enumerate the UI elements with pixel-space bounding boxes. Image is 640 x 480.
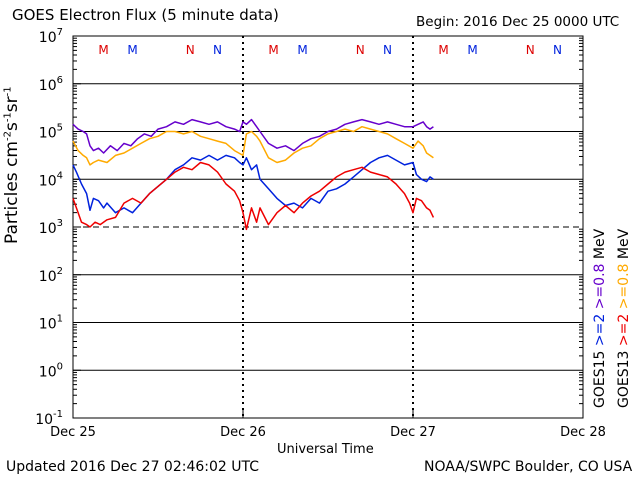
x-tick-label: Dec 26 bbox=[220, 425, 266, 440]
mn-marker: N bbox=[213, 43, 222, 57]
y-tick-label: 106 bbox=[39, 75, 63, 94]
x-axis-title: Universal Time bbox=[277, 442, 374, 457]
mn-marker: N bbox=[553, 43, 562, 57]
y-tick-label: 105 bbox=[39, 123, 63, 142]
y-tick-label: 101 bbox=[39, 314, 63, 333]
y-tick-label: 102 bbox=[39, 266, 63, 285]
series-line-3 bbox=[72, 161, 435, 231]
series-line-1 bbox=[72, 125, 434, 166]
y-axis-title: Particles cm-2s-1sr-1 bbox=[2, 86, 22, 244]
y-tick-label: 107 bbox=[39, 27, 63, 46]
y-tick-label: 104 bbox=[39, 170, 63, 189]
chart-title: GOES Electron Flux (5 minute data) bbox=[12, 6, 279, 24]
mn-marker: N bbox=[356, 43, 365, 57]
y-tick-label: 10-1 bbox=[35, 409, 63, 428]
series-line-0 bbox=[72, 118, 434, 154]
mn-marker: N bbox=[186, 43, 195, 57]
mn-marker: M bbox=[438, 43, 448, 57]
mn-marker: N bbox=[526, 43, 535, 57]
legend-goes13: GOES13 >=2 >=0.8 MeV bbox=[616, 228, 632, 408]
x-tick-label: Dec 27 bbox=[390, 425, 436, 440]
y-tick-label: 103 bbox=[39, 218, 63, 237]
mn-marker: N bbox=[383, 43, 392, 57]
mn-marker: M bbox=[297, 43, 307, 57]
mn-marker: M bbox=[467, 43, 477, 57]
series-line-2 bbox=[72, 154, 434, 214]
updated-timestamp: Updated 2016 Dec 27 02:46:02 UTC bbox=[6, 459, 260, 475]
mn-marker: M bbox=[127, 43, 137, 57]
begin-time: Begin: 2016 Dec 25 0000 UTC bbox=[416, 14, 620, 30]
y-tick-label: 100 bbox=[39, 361, 63, 380]
x-tick-label: Dec 25 bbox=[50, 425, 96, 440]
mn-marker: M bbox=[268, 43, 278, 57]
credit-label: NOAA/SWPC Boulder, CO USA bbox=[424, 459, 633, 475]
x-tick-label: Dec 28 bbox=[560, 425, 606, 440]
mn-marker: M bbox=[98, 43, 108, 57]
legend-goes15: GOES15 >=2 >=0.8 MeV bbox=[592, 228, 608, 408]
